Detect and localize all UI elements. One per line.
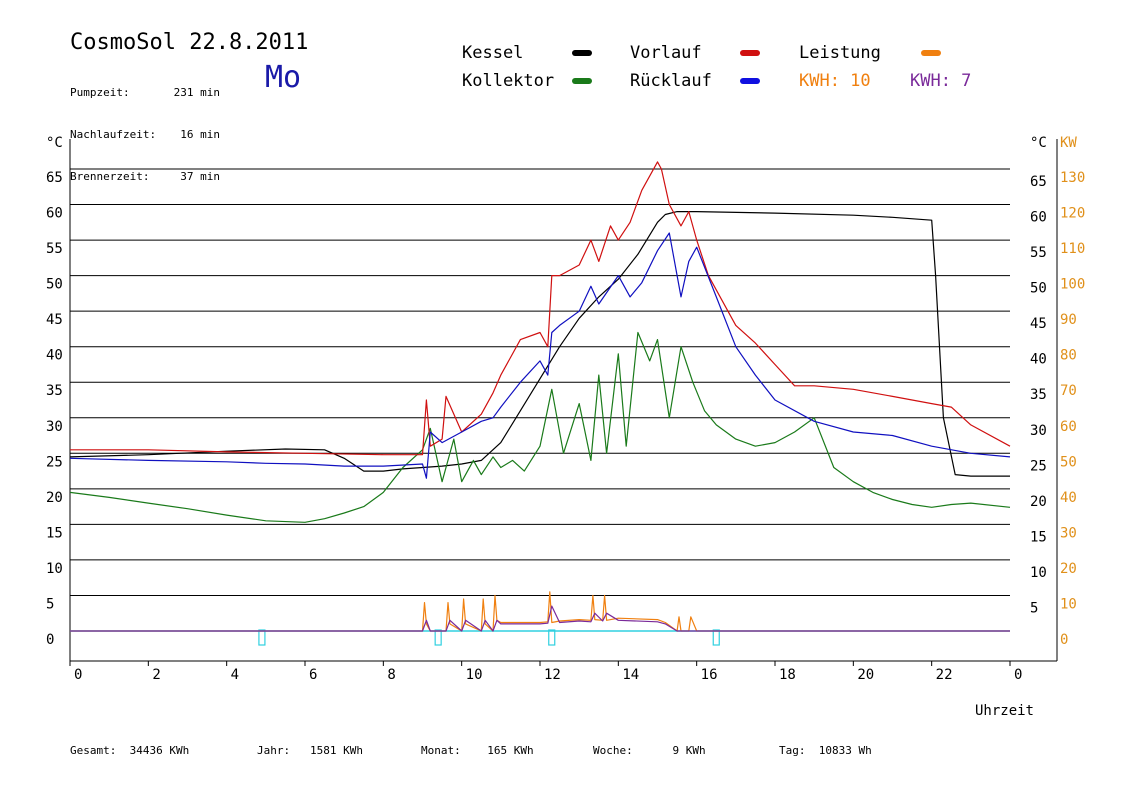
stats-block: Pumpzeit: 231 min Nachlaufzeit: 16 min Bre… [70,58,220,198]
y-tick-left-45: 45 [46,312,63,328]
y-tick-right-5: 5 [1030,600,1038,616]
series-line-0 [69,211,1010,477]
footer-woche: Woche: 9 KWh [593,744,706,757]
legend-kollektor-swatch [572,78,592,84]
x-tick-label-6: 12 [544,667,561,683]
footer-jahr: Jahr: 1581 KWh [257,744,363,757]
y-tick-kw-30: 30 [1060,525,1077,541]
footer-gesamt: Gesamt: 34436 KWh [70,744,190,757]
y-tick-left-65: 65 [46,170,63,186]
y-tick-left-55: 55 [46,241,63,257]
y-tick-right-35: 35 [1030,387,1047,403]
y-tick-right-30: 30 [1030,423,1047,439]
y-tick-left-30: 30 [46,419,63,435]
series-line-3 [69,232,1011,479]
x-tick-label-2: 4 [231,667,239,683]
y-tick-kw-60: 60 [1060,419,1077,435]
stat-value-nachlaufzeit: 16 min [180,128,220,141]
stat-label-pumpzeit: Pumpzeit: [70,86,130,99]
y-tick-kw-10: 10 [1060,596,1077,612]
y-tick-right-50: 50 [1030,281,1047,297]
y-tick-right-55: 55 [1030,245,1047,261]
stat-value-pumpzeit: 231 min [173,86,220,99]
x-tick-label-9: 18 [779,667,796,683]
x-tick-label-8: 16 [701,667,718,683]
y-tick-right-15: 15 [1030,529,1047,545]
legend-kessel-swatch [572,50,592,56]
x-axis-label: Uhrzeit [975,703,1034,719]
y-tick-kw-20: 20 [1060,561,1077,577]
chart-title: CosmoSol 22.8.2011 [70,30,309,55]
legend-kwh-purple: KWH: 7 [910,71,972,91]
zero-marker-0 [258,629,266,646]
y-tick-left-0: 0 [46,632,54,648]
y-tick-left-15: 15 [46,525,63,541]
series-line-4 [70,591,1010,632]
series-line-1 [69,331,1011,523]
y-tick-left-20: 20 [46,490,63,506]
y-tick-kw-0: 0 [1060,632,1068,648]
stat-label-brennerzeit: Brennerzeit: [70,170,150,183]
series-line-2 [70,161,1011,456]
y-tick-right-25: 25 [1030,458,1047,474]
y-tick-right-40: 40 [1030,352,1047,368]
x-tick-label-7: 14 [622,667,639,683]
y-tick-left-40: 40 [46,348,63,364]
y-tick-kw-120: 120 [1060,206,1085,222]
y-tick-left-50: 50 [46,277,63,293]
y-tick-right-20: 20 [1030,494,1047,510]
y-axis-unit-left: °C [46,135,63,151]
zero-marker-3 [712,629,720,646]
footer-monat: Monat: 165 KWh [421,744,534,757]
y-tick-left-60: 60 [46,206,63,222]
zero-marker-1 [434,629,442,646]
x-tick-label-12: 0 [1014,667,1022,683]
y-tick-kw-70: 70 [1060,383,1077,399]
legend-vorlauf-swatch [740,50,760,56]
y-tick-left-35: 35 [46,383,63,399]
legend-kwh-leistung: KWH: 10 [799,71,871,91]
y-axis-unit-right: °C [1030,135,1047,151]
x-tick-label-1: 2 [152,667,160,683]
zero-marker-2 [548,629,556,646]
stat-value-brennerzeit: 37 min [180,170,220,183]
x-tick-label-5: 10 [466,667,483,683]
x-tick-label-4: 8 [387,667,395,683]
stat-label-nachlaufzeit: Nachlaufzeit: [70,128,157,141]
legend-ruecklauf-swatch [740,78,760,84]
x-tick-label-11: 22 [936,667,953,683]
legend-kessel-label: Kessel [462,43,524,63]
y-axis-unit-kw: KW [1060,135,1077,151]
legend-kollektor-label: Kollektor [462,71,555,91]
series-line-5 [70,605,1010,632]
y-tick-kw-130: 130 [1060,170,1085,186]
legend-leistung-label: Leistung [799,43,881,63]
y-tick-left-25: 25 [46,454,63,470]
legend-vorlauf-label: Vorlauf [630,43,702,63]
y-tick-right-65: 65 [1030,174,1047,190]
x-tick-label-10: 20 [857,667,874,683]
y-tick-kw-80: 80 [1060,348,1077,364]
y-tick-left-5: 5 [46,596,54,612]
weekday-label: Mo [265,60,302,95]
y-tick-kw-50: 50 [1060,454,1077,470]
legend-leistung-swatch [921,50,941,56]
footer-tag: Tag: 10833 Wh [779,744,872,757]
x-tick-label-3: 6 [309,667,317,683]
y-tick-kw-100: 100 [1060,277,1085,293]
y-tick-right-10: 10 [1030,565,1047,581]
y-tick-left-10: 10 [46,561,63,577]
legend-ruecklauf-label: Rücklauf [630,71,712,91]
y-tick-kw-90: 90 [1060,312,1077,328]
y-tick-kw-110: 110 [1060,241,1085,257]
y-tick-right-60: 60 [1030,210,1047,226]
y-tick-right-45: 45 [1030,316,1047,332]
y-tick-kw-40: 40 [1060,490,1077,506]
x-tick-label-0: 0 [74,667,82,683]
